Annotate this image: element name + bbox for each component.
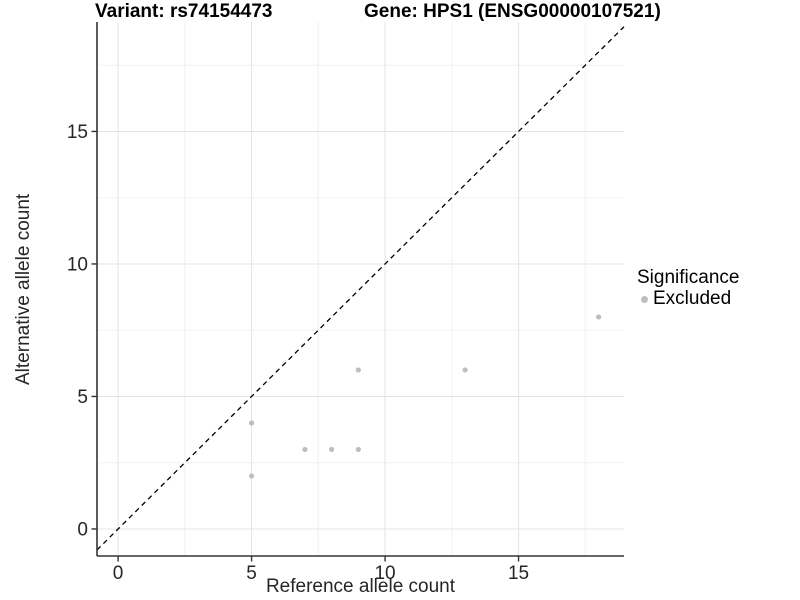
legend-item-excluded: Excluded	[637, 288, 739, 309]
plot-title-variant: Variant: rs74154473	[95, 1, 273, 22]
x-tick-label: 5	[246, 563, 257, 584]
data-point	[329, 446, 335, 453]
data-point	[248, 473, 255, 479]
legend-point-icon	[641, 295, 648, 303]
legend-item-label: Excluded	[653, 288, 732, 309]
y-tick-label: 15	[67, 122, 88, 143]
x-tick-label: 0	[113, 563, 124, 584]
y-tick-label: 10	[67, 254, 88, 275]
x-tick-label: 15	[508, 563, 529, 584]
data-point	[302, 446, 308, 453]
x-tick-label: 10	[374, 563, 395, 584]
y-tick-label: 5	[77, 387, 88, 408]
y-tick-label: 0	[77, 519, 88, 540]
plot-title-gene: Gene: HPS1 (ENSG00000107521)	[364, 1, 661, 22]
x-axis-title: Reference allele count	[265, 576, 456, 597]
data-point	[355, 367, 361, 373]
data-point	[596, 314, 602, 320]
data-point	[248, 420, 255, 426]
legend: Significance Excluded	[637, 267, 740, 310]
legend-title: Significance	[637, 267, 740, 288]
data-point	[355, 446, 361, 453]
identity-line	[96, 26, 625, 551]
data-point	[462, 367, 468, 373]
